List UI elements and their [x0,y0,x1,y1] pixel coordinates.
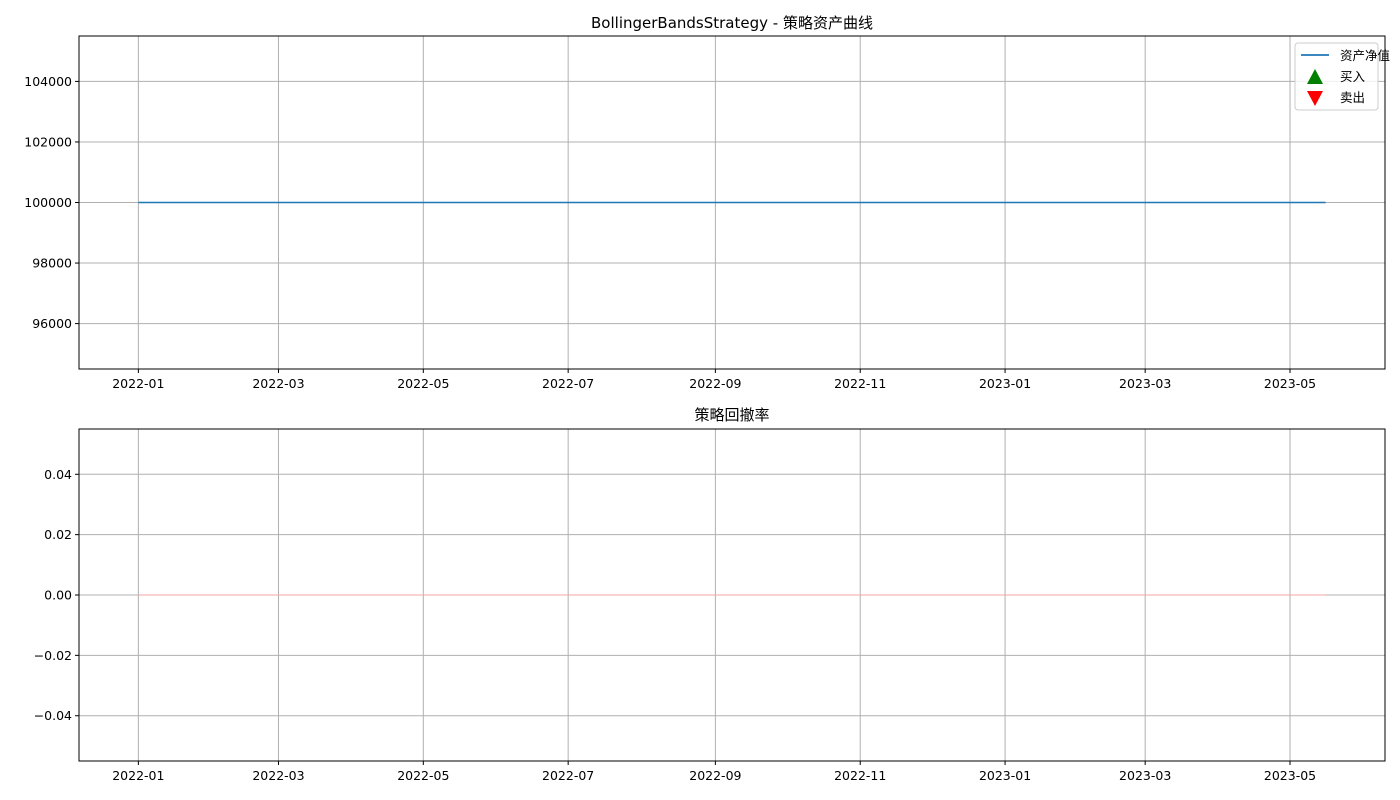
x-tick-label: 2023-01 [979,376,1031,391]
y-tick-label: 100000 [24,195,72,210]
y-tick-label: 104000 [24,74,72,89]
x-tick-label: 2023-05 [1264,376,1316,391]
equity-title: BollingerBandsStrategy - 策略资产曲线 [591,14,873,32]
equity-panel: 2022-01 2022-03 2022-05 2022-07 2022-09 2022-… [24,14,1390,391]
drawdown-ticks: 2022-01 2022-03 2022-05 2022-07 2022-09 2022-… [34,467,1316,783]
drawdown-title: 策略回撤率 [694,406,769,424]
x-tick-label: 2022-11 [834,376,886,391]
x-tick-label: 2022-11 [834,768,886,783]
x-tick-label: 2023-03 [1119,376,1171,391]
x-tick-label: 2022-07 [542,768,594,783]
y-tick-label: 0.02 [44,527,72,542]
legend-marker-buy [1307,69,1323,84]
legend-label-equity: 资产净值 [1340,48,1390,63]
x-tick-label: 2023-01 [979,768,1031,783]
x-tick-label: 2022-05 [397,376,449,391]
x-tick-label: 2023-05 [1264,768,1316,783]
x-tick-label: 2022-03 [252,376,304,391]
x-tick-label: 2022-05 [397,768,449,783]
x-tick-label: 2023-03 [1119,768,1171,783]
equity-ticks: 2022-01 2022-03 2022-05 2022-07 2022-09 2022-… [24,74,1316,391]
y-tick-label: 102000 [24,134,72,149]
x-tick-label: 2022-01 [112,376,164,391]
legend-label-sell: 卖出 [1340,90,1365,105]
y-tick-label: −0.04 [34,708,72,723]
y-tick-label: −0.02 [34,648,72,663]
x-tick-label: 2022-09 [689,376,741,391]
y-tick-label: 0.00 [44,588,72,603]
x-tick-label: 2022-09 [689,768,741,783]
legend-label-buy: 买入 [1340,69,1366,84]
drawdown-panel: 2022-01 2022-03 2022-05 2022-07 2022-09 2022-… [34,406,1386,783]
legend-marker-sell [1307,91,1323,106]
y-tick-label: 96000 [32,316,72,331]
x-tick-label: 2022-07 [542,376,594,391]
x-tick-label: 2022-03 [252,768,304,783]
x-tick-label: 2022-01 [112,768,164,783]
legend: 资产净值 买入 卖出 [1294,42,1390,111]
y-tick-label: 0.04 [44,467,72,482]
y-tick-label: 98000 [32,256,72,271]
